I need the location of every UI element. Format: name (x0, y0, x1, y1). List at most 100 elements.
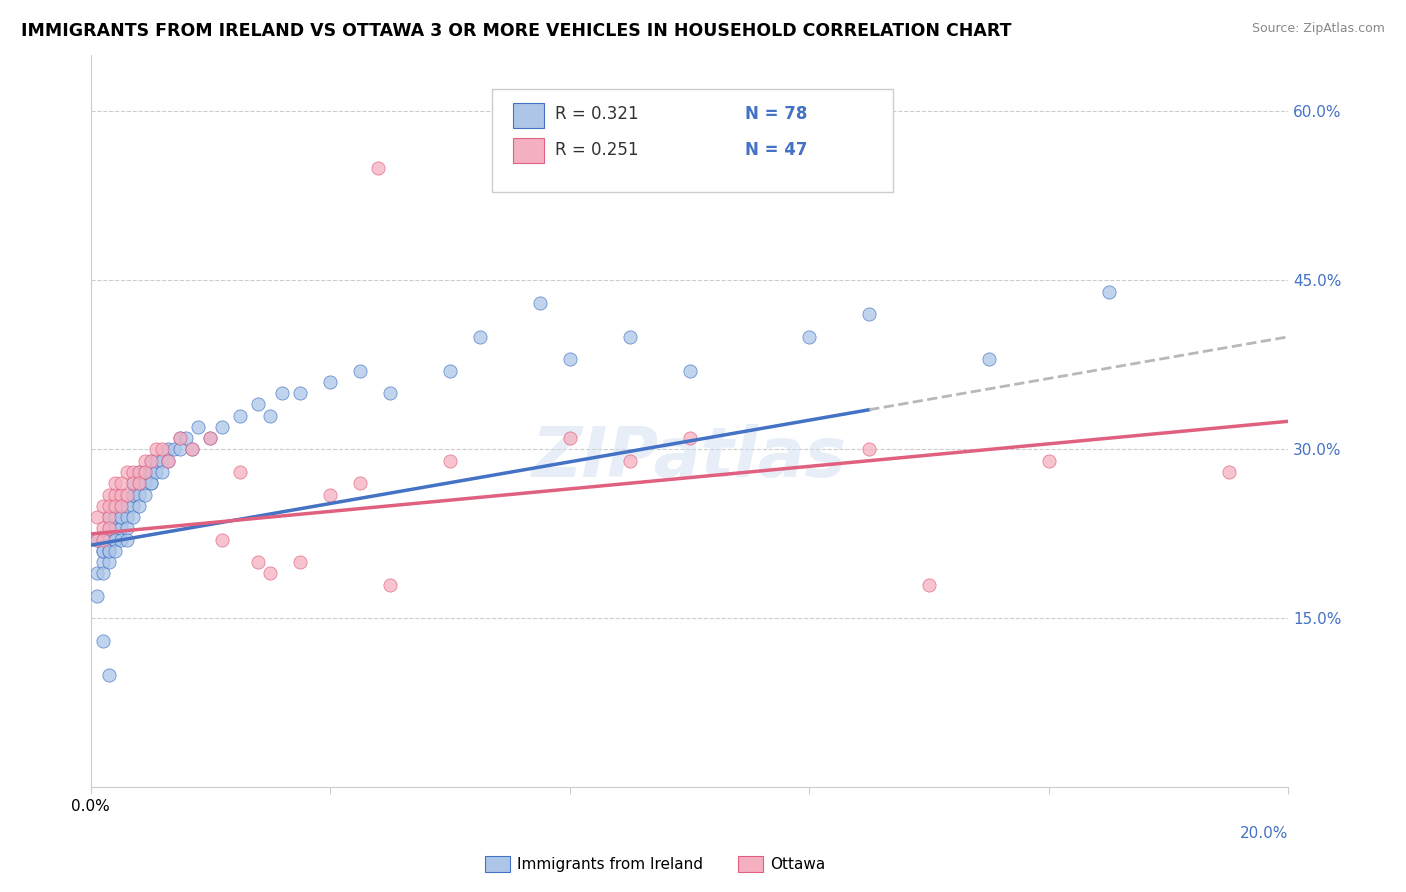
Point (134, 465, 156, 479)
Point (110, 521, 132, 535)
Point (678, 431, 700, 445)
Point (134, 453, 156, 467)
Point (858, 442, 880, 457)
Point (97, 521, 120, 535)
Point (121, 465, 143, 479)
Point (229, 409, 252, 423)
Point (103, 533, 125, 547)
Point (97, 510, 120, 524)
Point (145, 465, 167, 479)
Point (918, 577, 941, 591)
Point (1218, 465, 1240, 479)
Point (157, 442, 180, 457)
Point (91, 533, 114, 547)
Point (91, 566, 114, 581)
Text: Ottawa: Ottawa (770, 857, 825, 871)
Point (103, 499, 125, 513)
Point (319, 487, 342, 501)
Point (134, 476, 156, 491)
Point (103, 533, 125, 547)
Point (152, 442, 174, 457)
Point (247, 555, 270, 569)
Text: 20.0%: 20.0% (1240, 826, 1288, 841)
Point (97, 544, 120, 558)
Point (110, 499, 132, 513)
Point (181, 442, 204, 457)
Point (115, 521, 138, 535)
Point (128, 499, 150, 513)
Text: Immigrants from Ireland: Immigrants from Ireland (517, 857, 703, 871)
Point (86, 533, 108, 547)
Point (115, 499, 138, 513)
Text: Source: ZipAtlas.com: Source: ZipAtlas.com (1251, 22, 1385, 36)
Point (97, 533, 120, 547)
Point (229, 465, 252, 479)
Point (86, 589, 108, 603)
Point (181, 442, 204, 457)
Point (367, 161, 389, 175)
Point (169, 431, 191, 445)
Point (558, 431, 581, 445)
Point (91, 634, 114, 648)
Point (259, 409, 281, 423)
Point (103, 476, 125, 491)
Point (187, 420, 209, 434)
Point (103, 510, 125, 524)
Point (128, 465, 150, 479)
Point (439, 363, 461, 377)
Point (128, 476, 150, 491)
Point (1098, 285, 1121, 299)
Point (290, 386, 312, 401)
Point (91, 555, 114, 569)
Point (91, 499, 114, 513)
Point (157, 453, 180, 467)
Point (121, 499, 143, 513)
Text: IMMIGRANTS FROM IRELAND VS OTTAWA 3 OR MORE VEHICLES IN HOUSEHOLD CORRELATION CH: IMMIGRANTS FROM IRELAND VS OTTAWA 3 OR M… (21, 22, 1011, 40)
Point (139, 476, 162, 491)
Point (211, 533, 233, 547)
Point (157, 453, 180, 467)
Point (103, 521, 125, 535)
Point (439, 453, 461, 467)
Point (169, 431, 191, 445)
Point (558, 352, 581, 367)
Point (134, 465, 156, 479)
Point (110, 510, 132, 524)
Text: N = 78: N = 78 (745, 105, 807, 123)
Point (91, 521, 114, 535)
Point (169, 442, 191, 457)
Point (97, 499, 120, 513)
Point (139, 476, 162, 491)
Point (378, 386, 401, 401)
Text: ZIPatlas: ZIPatlas (531, 425, 846, 491)
Point (290, 555, 312, 569)
Point (259, 566, 281, 581)
Point (858, 307, 880, 321)
Point (163, 442, 186, 457)
Text: R = 0.321: R = 0.321 (555, 105, 638, 123)
Point (97, 555, 120, 569)
Point (200, 431, 222, 445)
Point (619, 453, 641, 467)
Point (128, 476, 150, 491)
Point (145, 442, 167, 457)
Point (128, 465, 150, 479)
Point (97, 667, 120, 681)
Point (115, 487, 138, 501)
Point (121, 487, 143, 501)
Point (349, 476, 371, 491)
Point (86, 566, 108, 581)
Point (468, 330, 491, 344)
Point (134, 487, 156, 501)
Point (121, 476, 143, 491)
Point (86, 533, 108, 547)
Point (152, 465, 174, 479)
Point (139, 465, 162, 479)
Point (319, 375, 342, 389)
Point (145, 453, 167, 467)
Point (799, 330, 821, 344)
Text: N = 47: N = 47 (745, 141, 807, 159)
Point (128, 487, 150, 501)
Text: R = 0.251: R = 0.251 (555, 141, 638, 159)
Point (110, 476, 132, 491)
